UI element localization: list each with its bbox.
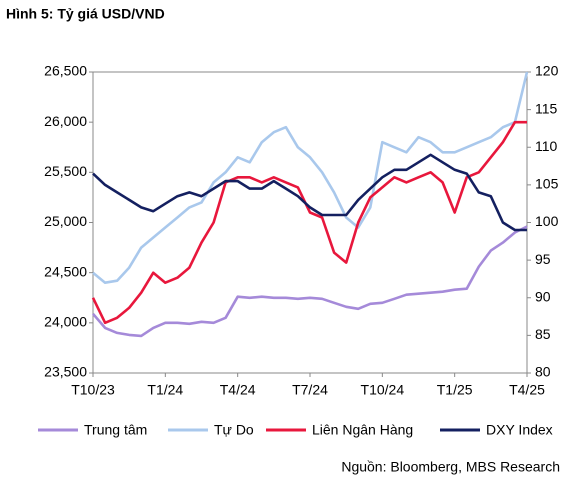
y2-tick-label: 120 xyxy=(535,63,559,79)
series-line xyxy=(91,120,527,325)
x-tick-label: T4/24 xyxy=(220,382,256,398)
legend-label: DXY Index xyxy=(486,422,553,438)
y2-tick-label: 110 xyxy=(535,138,558,154)
chart-title: Hình 5: Tỷ giá USD/VND xyxy=(6,6,165,22)
y2-tick-label: 95 xyxy=(535,251,551,267)
y-tick-label: 23,500 xyxy=(44,364,87,380)
source-note: Nguồn: Bloomberg, MBS Research xyxy=(341,459,560,475)
y2-tick-label: 90 xyxy=(535,288,551,304)
x-tick-label: T10/23 xyxy=(71,382,115,398)
y2-tick-label: 85 xyxy=(535,326,551,342)
x-tick-label: T7/24 xyxy=(292,382,328,398)
series-line xyxy=(92,153,527,232)
legend-label: Tự Do xyxy=(214,422,254,438)
y-tick-label: 24,000 xyxy=(44,314,87,330)
x-tick-label: T1/25 xyxy=(437,382,473,398)
y-tick-label: 25,000 xyxy=(44,213,87,229)
legend-label: Liên Ngân Hàng xyxy=(312,422,413,438)
y2-tick-label: 100 xyxy=(535,213,559,229)
y-tick-label: 25,500 xyxy=(44,163,87,179)
y2-tick-label: 105 xyxy=(535,176,559,192)
legend-label: Trung tâm xyxy=(84,422,147,438)
plot-frame xyxy=(92,71,528,374)
x-tick-label: T10/24 xyxy=(361,382,405,398)
x-tick-label: T4/25 xyxy=(509,382,545,398)
y-tick-label: 24,500 xyxy=(44,263,87,279)
y-tick-label: 26,000 xyxy=(44,113,87,129)
y2-tick-label: 115 xyxy=(535,100,558,116)
x-tick-label: T1/24 xyxy=(147,382,183,398)
y2-tick-label: 80 xyxy=(535,364,551,380)
y-tick-label: 26,500 xyxy=(44,63,87,79)
series-line xyxy=(92,71,529,284)
series-line xyxy=(92,225,528,338)
